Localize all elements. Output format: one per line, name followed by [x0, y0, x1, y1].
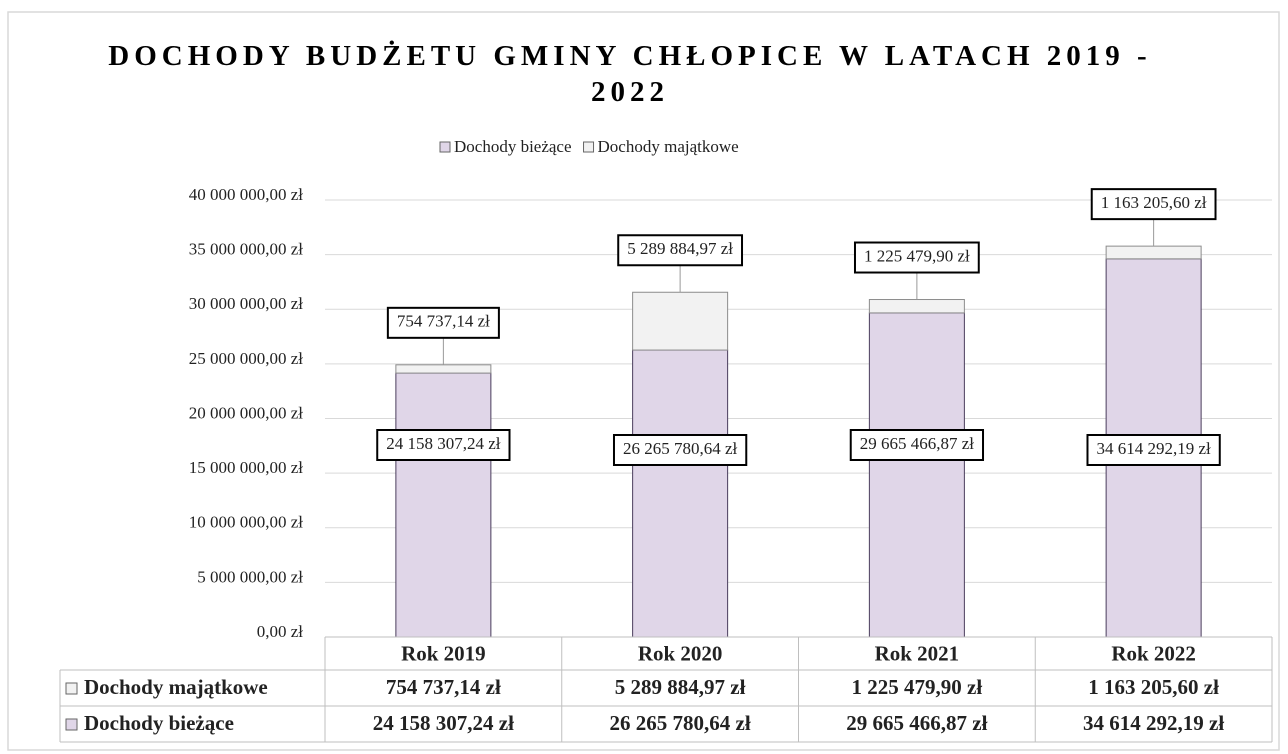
x-tick-label: Rok 2020 — [638, 641, 723, 665]
data-label: 24 158 307,24 zł — [386, 434, 501, 453]
x-tick-label: Rok 2019 — [401, 641, 486, 665]
table-row-label: Dochody bieżące — [84, 711, 234, 735]
y-tick-label: 20 000 000,00 zł — [189, 403, 304, 422]
bar-segment — [632, 291, 729, 351]
data-label: 1 163 205,60 zł — [1101, 193, 1207, 212]
data-label-box — [386, 306, 500, 339]
chart-title: DOCHODY BUDŻETU GMINY CHŁOPICE W LATACH … — [108, 40, 1152, 108]
table-legend-key — [65, 682, 78, 695]
table-cell: 1 163 205,60 zł — [1088, 675, 1219, 699]
y-tick-label: 35 000 000,00 zł — [189, 240, 304, 259]
table-row-label: Dochody majątkowe — [84, 675, 268, 699]
data-label-box — [612, 434, 748, 466]
bar-segment — [632, 349, 729, 638]
y-tick-label: 40 000 000,00 zł — [189, 185, 304, 204]
data-label: 5 289 884,97 zł — [627, 239, 733, 258]
table-cell: 29 665 466,87 zł — [846, 711, 987, 735]
y-tick-label: 30 000 000,00 zł — [189, 294, 304, 313]
x-tick-label: Rok 2022 — [1111, 641, 1196, 665]
bar-segment — [868, 312, 965, 638]
data-label-box — [849, 429, 985, 461]
y-tick-label: 10 000 000,00 zł — [189, 513, 304, 532]
data-label: 1 225 479,90 zł — [864, 246, 970, 265]
legend-key — [439, 141, 451, 153]
table-cell: 754 737,14 zł — [386, 675, 501, 699]
table-legend-key — [65, 718, 78, 731]
data-label-box — [376, 429, 511, 461]
table-cell: 1 225 479,90 zł — [852, 675, 983, 699]
bar-segment — [395, 372, 492, 638]
legend-label: Dochody bieżące — [454, 137, 572, 156]
data-label: 754 737,14 zł — [397, 312, 490, 331]
y-tick-label: 0,00 zł — [257, 622, 304, 641]
bar-segment — [1105, 245, 1202, 260]
chart-border — [7, 11, 1280, 751]
data-label: 34 614 292,19 zł — [1096, 439, 1211, 458]
table-cell: 5 289 884,97 zł — [615, 675, 746, 699]
data-label-box — [853, 241, 980, 274]
data-label-box — [617, 234, 744, 267]
table-cell: 24 158 307,24 zł — [373, 711, 514, 735]
legend-label: Dochody majątkowe — [598, 137, 739, 156]
data-label: 29 665 466,87 zł — [860, 434, 975, 453]
data-label-box — [1086, 434, 1221, 466]
legend-key — [583, 141, 595, 153]
bar-segment — [395, 364, 492, 374]
data-label: 26 265 780,64 zł — [623, 439, 738, 458]
table-cell: 26 265 780,64 zł — [610, 711, 751, 735]
y-tick-label: 5 000 000,00 zł — [197, 567, 303, 586]
data-label-box — [1090, 188, 1217, 221]
table-cell: 34 614 292,19 zł — [1083, 711, 1224, 735]
bar-segment — [868, 299, 965, 314]
y-tick-label: 25 000 000,00 zł — [189, 349, 304, 368]
y-tick-label: 15 000 000,00 zł — [189, 458, 304, 477]
x-tick-label: Rok 2021 — [875, 641, 960, 665]
